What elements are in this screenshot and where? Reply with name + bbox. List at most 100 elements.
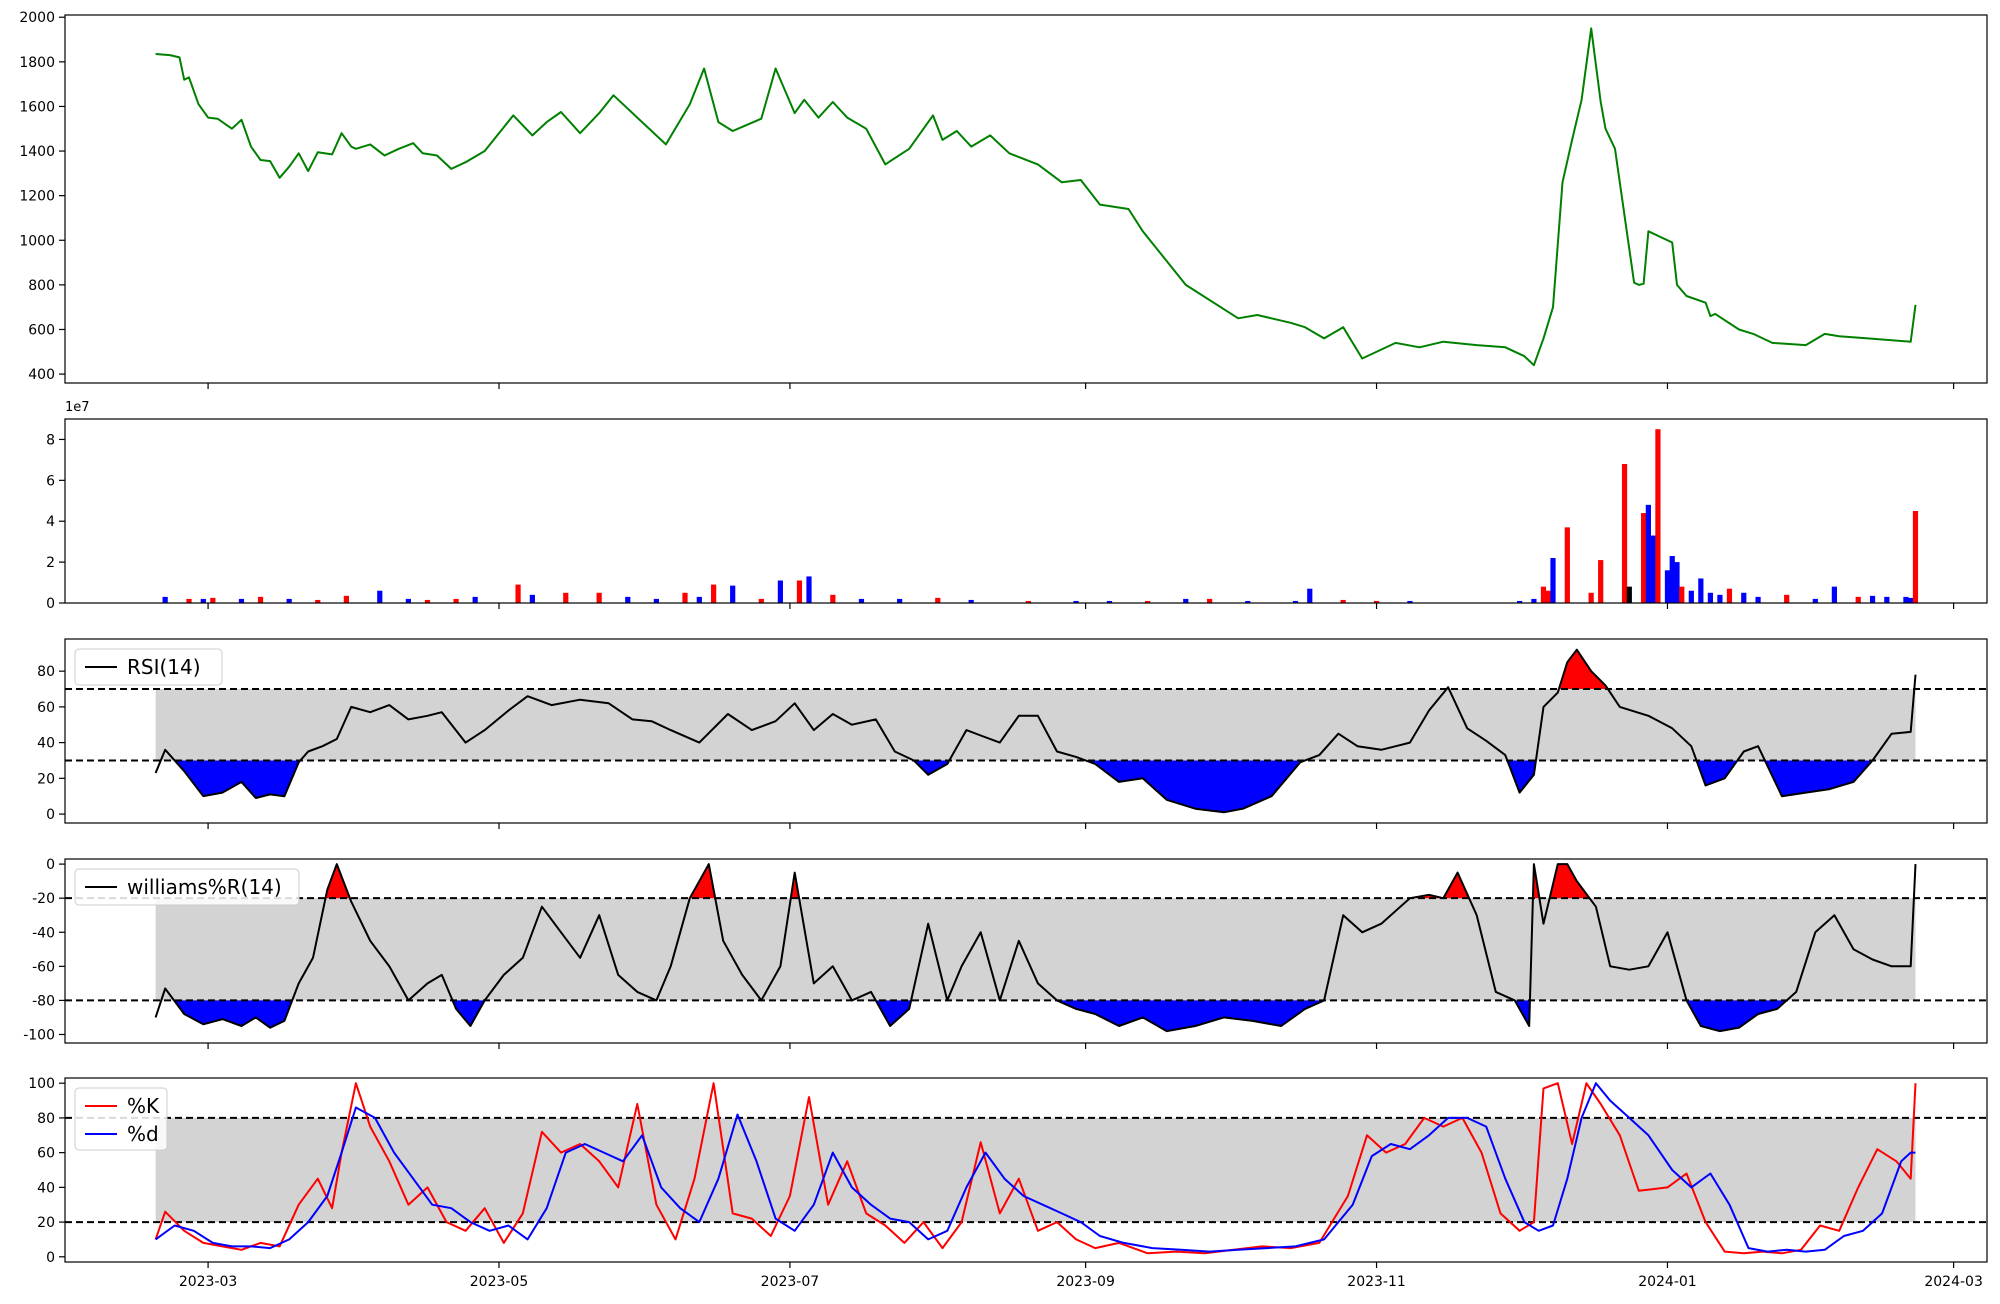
x-tick-label: 2023-11 bbox=[1347, 1274, 1406, 1290]
volume-bar bbox=[830, 594, 836, 603]
oversold-fill bbox=[1764, 760, 1873, 797]
volume-bar bbox=[777, 580, 783, 603]
volume-bar bbox=[897, 598, 903, 603]
x-tick-label: 2024-01 bbox=[1638, 1274, 1697, 1290]
legend: RSI(14) bbox=[74, 648, 223, 686]
y-tick-label: 20 bbox=[37, 771, 55, 787]
volume-bar bbox=[1245, 600, 1251, 603]
y-tick-label: 100 bbox=[28, 1076, 55, 1092]
y-scale-offset-label: 1e7 bbox=[65, 400, 90, 415]
y-tick-label: 60 bbox=[37, 1146, 55, 1162]
volume-bar bbox=[682, 592, 688, 603]
volume-bar bbox=[1741, 592, 1747, 603]
y-tick-label: 1200 bbox=[19, 189, 55, 205]
volume-bar bbox=[1545, 590, 1551, 603]
volume-bar bbox=[1855, 596, 1861, 603]
volume-bar bbox=[286, 598, 292, 603]
y-tick-label: 80 bbox=[37, 664, 55, 680]
volume-bar bbox=[1869, 595, 1876, 603]
y-tick-label: 1000 bbox=[19, 233, 55, 249]
legend-label: %K bbox=[127, 1094, 160, 1118]
oversold-fill bbox=[1507, 760, 1536, 793]
panel-stochastic: 0 20 40 60 80 100 %K %d bbox=[28, 1076, 1988, 1268]
oversold-fill bbox=[875, 1000, 912, 1026]
volume-bar bbox=[529, 594, 535, 603]
legend-label: RSI(14) bbox=[127, 655, 201, 679]
x-tick-label: 2023-03 bbox=[179, 1274, 238, 1290]
legend-label: %d bbox=[127, 1122, 159, 1146]
volume-bar bbox=[1755, 596, 1761, 603]
y-tick-label: 40 bbox=[37, 736, 55, 752]
volume-bar bbox=[1884, 596, 1890, 603]
y-tick-label: 4 bbox=[46, 514, 55, 530]
volume-bar bbox=[472, 596, 478, 603]
volume-bar bbox=[377, 590, 383, 603]
y-tick-label: 60 bbox=[37, 700, 55, 716]
overbought-fill bbox=[689, 864, 716, 899]
y-tick-label: 0 bbox=[46, 1250, 55, 1266]
price-line bbox=[155, 27, 1917, 367]
y-tick-label: 0 bbox=[46, 857, 55, 873]
axes-frame bbox=[64, 638, 1988, 824]
y-tick-label: -40 bbox=[32, 925, 55, 941]
volume-bar bbox=[758, 598, 764, 603]
legend-box bbox=[74, 648, 223, 686]
volume-bar bbox=[1407, 600, 1413, 603]
oversold-fill bbox=[1696, 760, 1738, 786]
volume-bar bbox=[563, 592, 569, 603]
volume-bar bbox=[1688, 590, 1694, 603]
volume-bar bbox=[200, 598, 206, 603]
y-tick-label: 800 bbox=[28, 278, 55, 294]
volume-bar bbox=[711, 584, 717, 603]
volume-bar bbox=[858, 598, 865, 603]
y-tick-label: 600 bbox=[28, 322, 55, 338]
volume-bar bbox=[1340, 599, 1346, 603]
volume-bar bbox=[1564, 527, 1570, 603]
oversold-fill bbox=[452, 1000, 485, 1026]
volume-bar bbox=[1550, 558, 1556, 603]
volume-bar bbox=[1145, 600, 1151, 603]
x-tick-label: 2024-03 bbox=[1924, 1274, 1983, 1290]
volume-bar bbox=[515, 584, 521, 603]
overbought-fill bbox=[1549, 864, 1590, 899]
volume-bar bbox=[1531, 598, 1537, 603]
volume-bar bbox=[210, 597, 216, 603]
volume-bar bbox=[405, 598, 411, 603]
volume-bar bbox=[1517, 600, 1523, 603]
panel-rsi: 0 20 40 60 80 RSI(14) bbox=[37, 638, 1988, 829]
y-tick-label: -60 bbox=[32, 959, 55, 975]
neutral-band bbox=[155, 689, 1916, 761]
volume-bar bbox=[1669, 555, 1675, 603]
rsi-line bbox=[154, 648, 1917, 814]
y-tick-label: 80 bbox=[37, 1111, 55, 1127]
series-line-d bbox=[155, 1082, 1916, 1253]
overbought-fill bbox=[325, 864, 350, 899]
volume-bar bbox=[796, 580, 803, 603]
volume-bar bbox=[1674, 562, 1680, 603]
y-tick-label: -80 bbox=[32, 993, 55, 1009]
x-tick-label: 2023-05 bbox=[470, 1274, 529, 1290]
y-tick-label: 0 bbox=[46, 807, 55, 823]
volume-bar bbox=[1307, 588, 1313, 603]
axes-frame bbox=[64, 418, 1988, 604]
volume-bar bbox=[1707, 592, 1713, 603]
panel-williams: -100 -80 -60 -40 -20 0 williams%R(14) bbox=[23, 857, 1988, 1049]
volume-bar bbox=[1664, 570, 1671, 603]
volume-bar bbox=[1641, 513, 1647, 603]
y-tick-label: 2 bbox=[46, 555, 55, 571]
volume-bar bbox=[1908, 597, 1914, 603]
y-tick-label: 0 bbox=[46, 596, 55, 612]
oversold-fill bbox=[174, 1000, 293, 1028]
volume-bar bbox=[806, 576, 812, 603]
volume-bar bbox=[1106, 600, 1113, 603]
y-tick-label: 1800 bbox=[19, 55, 55, 71]
volume-bar bbox=[1717, 594, 1723, 603]
volume-bar bbox=[968, 599, 974, 603]
neutral-band bbox=[155, 1117, 1916, 1223]
oversold-fill bbox=[913, 760, 950, 775]
legend: williams%R(14) bbox=[74, 868, 300, 906]
panel-price: 400 600 800 1000 1200 1400 1600 1800 2000 bbox=[19, 10, 1988, 389]
y-tick-label: 40 bbox=[37, 1180, 55, 1196]
volume-bar bbox=[1784, 594, 1790, 603]
volume-bar bbox=[1812, 598, 1818, 603]
